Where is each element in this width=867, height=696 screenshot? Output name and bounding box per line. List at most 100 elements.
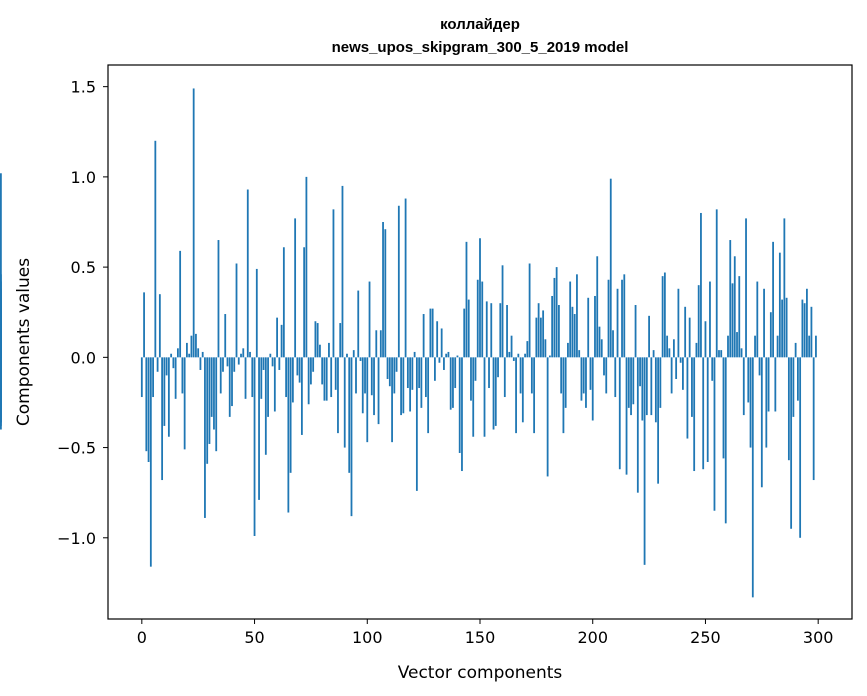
- bar-177: [539, 317, 542, 358]
- bar-222: [641, 357, 644, 421]
- bar-246: [695, 342, 698, 358]
- bar-184: [555, 267, 558, 358]
- bar-242: [686, 357, 689, 439]
- bar-38: [226, 357, 229, 367]
- bar-282: [776, 335, 779, 358]
- bar-80: [321, 357, 324, 385]
- bar-169: [521, 357, 524, 423]
- bar-79: [319, 344, 321, 358]
- bar-27: [201, 351, 204, 358]
- bar-151: [481, 281, 484, 358]
- bar-89: [341, 185, 344, 358]
- bar-141: [458, 357, 461, 453]
- bar-170: [524, 353, 526, 358]
- bar-211: [616, 288, 619, 358]
- bar-253: [711, 357, 714, 381]
- bar-98: [361, 357, 364, 414]
- bar-233: [666, 335, 669, 358]
- bar-47: [246, 189, 249, 358]
- bar-292: [799, 357, 802, 538]
- bar-197: [585, 357, 587, 408]
- bar-220: [636, 357, 639, 493]
- bar-29: [206, 357, 209, 464]
- bar-285: [783, 218, 786, 358]
- bar-114: [397, 205, 400, 358]
- bar-173: [530, 357, 533, 394]
- bar-277: [765, 357, 768, 448]
- bar-50: [253, 357, 256, 536]
- bar-99: [364, 357, 366, 394]
- bar-91: [346, 353, 348, 358]
- bar-215: [625, 357, 628, 475]
- bar-86: [334, 357, 337, 390]
- bar-144: [465, 241, 468, 358]
- bar-181: [548, 355, 551, 358]
- bar-251: [706, 357, 709, 462]
- bar-128: [429, 308, 432, 358]
- bar-161: [503, 357, 506, 398]
- bars-group: [0, 88, 817, 598]
- bar-59: [273, 357, 276, 412]
- bar-217: [630, 357, 632, 416]
- bar-127: [427, 357, 430, 434]
- bar-55: [264, 357, 267, 455]
- bar-218: [632, 357, 635, 405]
- bar-276: [763, 288, 765, 358]
- bar-107: [382, 222, 384, 358]
- bar-288: [790, 357, 793, 529]
- bar-262: [731, 283, 734, 358]
- bar-267: [742, 357, 745, 416]
- x-tick-label: 250: [690, 628, 721, 647]
- bar-150: [479, 238, 481, 358]
- bar-299: [815, 335, 817, 358]
- bar-157: [494, 357, 497, 426]
- bar-103: [373, 357, 375, 416]
- bar-48: [249, 351, 251, 358]
- bar-198: [587, 297, 590, 358]
- bar-186: [560, 357, 563, 394]
- bar-258: [722, 357, 725, 459]
- bar-165: [512, 357, 515, 361]
- bar-33: [215, 357, 218, 452]
- bar-60: [276, 317, 278, 358]
- bar-280: [772, 241, 774, 358]
- bar-15: [174, 357, 177, 399]
- bar-81: [323, 357, 326, 401]
- bar-255: [715, 209, 718, 358]
- bar-283: [778, 252, 781, 358]
- bar-95: [355, 357, 357, 394]
- bar-221: [639, 357, 641, 387]
- bar-93: [350, 357, 353, 517]
- bar-179: [544, 339, 547, 358]
- bar-183: [553, 277, 556, 358]
- bar-134: [443, 357, 445, 370]
- bar-126: [424, 357, 427, 398]
- bar-122: [415, 357, 418, 491]
- x-tick-label: 150: [465, 628, 496, 647]
- bar-256: [718, 350, 720, 358]
- x-axis-ticks: 0 50 100 150 200 250 300: [137, 619, 833, 647]
- bar-135: [445, 353, 448, 358]
- bar-289: [792, 357, 795, 417]
- bar-259: [724, 357, 727, 524]
- bar-226: [650, 357, 653, 416]
- bar-164: [510, 335, 513, 358]
- bar-230: [659, 357, 662, 408]
- bar-249: [702, 357, 705, 470]
- bar-45: [242, 348, 245, 358]
- bar-232: [663, 272, 666, 358]
- bar-229: [657, 357, 660, 484]
- bar-123: [418, 357, 421, 389]
- bar-17: [179, 250, 182, 358]
- bar-138: [452, 357, 454, 408]
- bar-56: [267, 357, 269, 417]
- bar-62: [280, 324, 283, 358]
- bar-125: [422, 314, 425, 358]
- bar-10: [163, 357, 166, 426]
- bar-52: [258, 357, 260, 500]
- bar-71: [300, 357, 303, 435]
- bar-270: [749, 357, 752, 448]
- bar-23: [192, 88, 195, 358]
- bar-34: [217, 240, 220, 358]
